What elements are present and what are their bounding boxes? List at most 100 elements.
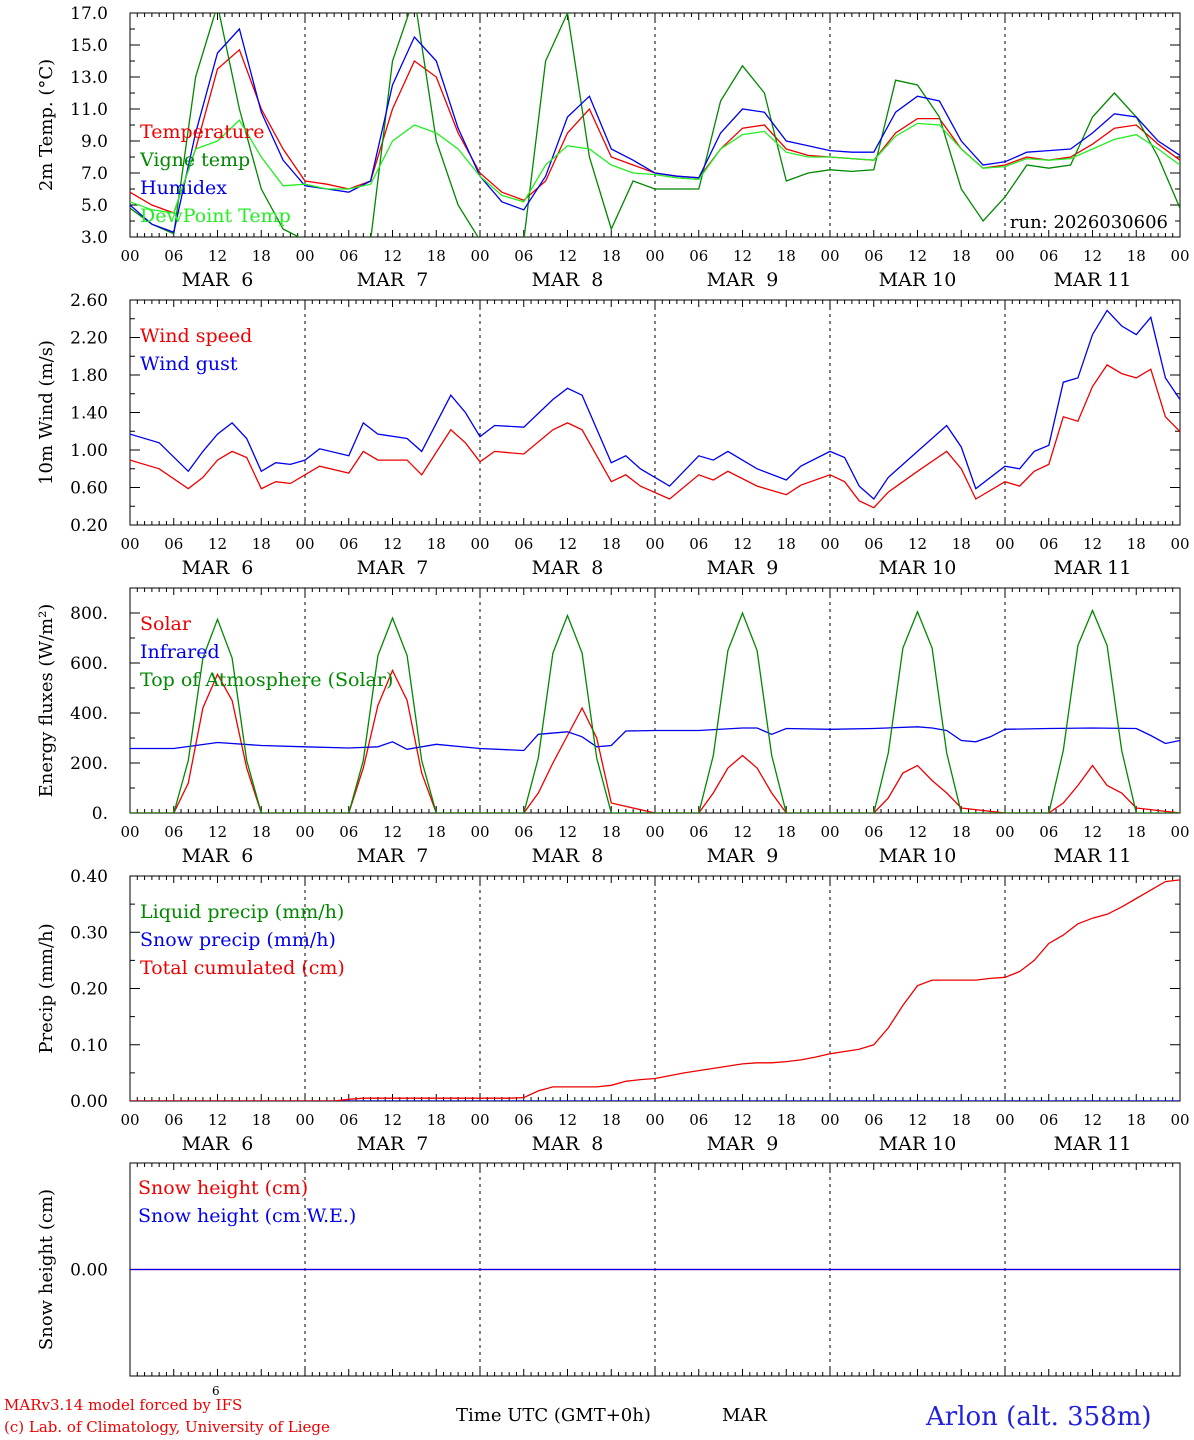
x-tick-label: 00 <box>295 1111 314 1129</box>
x-tick-label: 18 <box>602 1111 621 1129</box>
x-tick-label: 12 <box>208 247 227 265</box>
y-tick-label: 17.0 <box>70 4 108 24</box>
x-tick-label: 06 <box>1039 535 1058 553</box>
y-tick-label: 0.20 <box>70 980 108 1000</box>
y-axis-label: Energy fluxes (W/m²) <box>36 604 57 798</box>
x-tick-label: 00 <box>295 823 314 841</box>
x-tick-label: 06 <box>1039 1111 1058 1129</box>
x-tick-label: 12 <box>208 535 227 553</box>
y-tick-label: 0.20 <box>70 516 108 536</box>
x-tick-label: 00 <box>120 247 139 265</box>
day-label: MAR 10 <box>879 557 957 579</box>
x-tick-label: 00 <box>995 823 1014 841</box>
x-tick-label: 18 <box>252 1111 271 1129</box>
x-tick-label: 18 <box>952 823 971 841</box>
x-tick-label: 12 <box>558 1111 577 1129</box>
x-tick-label: 06 <box>864 535 883 553</box>
legend-entry: Snow precip (mm/h) <box>140 929 336 951</box>
legend-entry: Total cumulated (cm) <box>140 957 345 979</box>
day-label: MAR 9 <box>707 557 779 579</box>
y-axis-label: 10m Wind (m/s) <box>36 340 57 485</box>
x-tick-label: 00 <box>820 247 839 265</box>
flux-panel: 0. 200. 400. 600. 800. Energy fluxes (W/m²) 00… <box>36 587 1190 867</box>
day-label: MAR 8 <box>532 557 604 579</box>
series-line-wind-speed <box>130 364 1180 509</box>
day-label: MAR 7 <box>357 1133 429 1155</box>
day-label: MAR 11 <box>1054 269 1132 291</box>
y-tick-label: 15.0 <box>70 36 108 56</box>
day-label: MAR 8 <box>532 845 604 867</box>
day-label: MAR 9 <box>707 845 779 867</box>
x-tick-label: 18 <box>252 247 271 265</box>
x-tick-label: 00 <box>645 1111 664 1129</box>
x-tick-label: 12 <box>383 823 402 841</box>
y-tick-label: 0.00 <box>70 1261 108 1281</box>
x-tick-label: 12 <box>733 247 752 265</box>
legend-entry: Top of Atmosphere (Solar) <box>140 669 393 691</box>
y-tick-label: 1.40 <box>70 404 108 424</box>
day-label: MAR 6 <box>182 557 254 579</box>
x-tick-label: 00 <box>1170 1111 1189 1129</box>
legend-entry: Humidex <box>140 177 227 199</box>
x-axis-title: Time UTC (GMT+0h) <box>456 1405 651 1426</box>
legend-entry: Liquid precip (mm/h) <box>140 901 344 923</box>
series-line-top-of-atmosphere-solar- <box>130 608 1180 813</box>
x-tick-label: 12 <box>208 1111 227 1129</box>
x-tick-label: 18 <box>427 1111 446 1129</box>
y-axis-label: 2m Temp. (°C) <box>36 59 57 191</box>
station-label: Arlon (alt. 358m) <box>926 1402 1152 1432</box>
y-tick-label: 3.0 <box>81 228 108 248</box>
x-tick-label: 12 <box>558 247 577 265</box>
x-tick-label: 06 <box>339 535 358 553</box>
x-tick-label: 06 <box>339 823 358 841</box>
x-tick-label: 18 <box>777 823 796 841</box>
temp-panel: 3.0 5.0 7.0 9.0 11.0 13.0 15.0 17.0 2m Temp. (°C… <box>36 4 1190 291</box>
y-tick-label: 0. <box>92 804 108 824</box>
x-tick-label: 06 <box>514 535 533 553</box>
series-line-humidex <box>130 27 1180 234</box>
legend-entry: Wind speed <box>140 325 252 347</box>
day-label: MAR 6 <box>182 845 254 867</box>
x-tick-label: 18 <box>952 535 971 553</box>
y-tick-label: 7.0 <box>81 164 108 184</box>
model-credit: MARv3.14 model forced by IFS <box>4 1396 243 1414</box>
x-tick-label: 12 <box>1083 1111 1102 1129</box>
y-tick-label: 11.0 <box>70 100 108 120</box>
day-label: MAR 7 <box>357 269 429 291</box>
legend-entry: Solar <box>140 613 192 635</box>
legend-entry: Temperature <box>140 121 264 143</box>
x-tick-label: 00 <box>820 823 839 841</box>
day-label: MAR 9 <box>707 1133 779 1155</box>
x-tick-label: 12 <box>558 823 577 841</box>
lab-credit: (c) Lab. of Climatology, University of L… <box>4 1418 330 1436</box>
x-tick-label: 00 <box>470 823 489 841</box>
y-axis-label: Snow height (cm) <box>36 1189 57 1350</box>
x-tick-label: 06 <box>689 535 708 553</box>
x-tick-label: 12 <box>908 535 927 553</box>
x-tick-label: 18 <box>427 823 446 841</box>
x-tick-label: 18 <box>602 247 621 265</box>
day-label: MAR 9 <box>707 269 779 291</box>
day-label: MAR 7 <box>357 845 429 867</box>
x-tick-label: 00 <box>295 535 314 553</box>
x-tick-label: 12 <box>558 535 577 553</box>
x-tick-label: 18 <box>777 1111 796 1129</box>
x-tick-label: 18 <box>252 823 271 841</box>
x-tick-label: 12 <box>908 1111 927 1129</box>
x-tick-label: 06 <box>689 1111 708 1129</box>
series-line-vigne-temp <box>130 13 1180 237</box>
day-label: MAR 10 <box>879 845 957 867</box>
y-tick-label: 1.80 <box>70 366 108 386</box>
x-tick-label: 00 <box>820 1111 839 1129</box>
x-tick-label: 00 <box>645 247 664 265</box>
x-tick-label: 06 <box>164 823 183 841</box>
day-label: MAR 10 <box>879 1133 957 1155</box>
x-tick-label: 18 <box>1127 1111 1146 1129</box>
x-tick-label: 00 <box>120 823 139 841</box>
x-tick-label: 12 <box>908 247 927 265</box>
y-tick-label: 0.00 <box>70 1092 108 1112</box>
x-tick-label: 12 <box>1083 247 1102 265</box>
day-label: MAR 11 <box>1054 1133 1132 1155</box>
day-label: MAR 11 <box>1054 845 1132 867</box>
x-tick-label: 18 <box>602 823 621 841</box>
